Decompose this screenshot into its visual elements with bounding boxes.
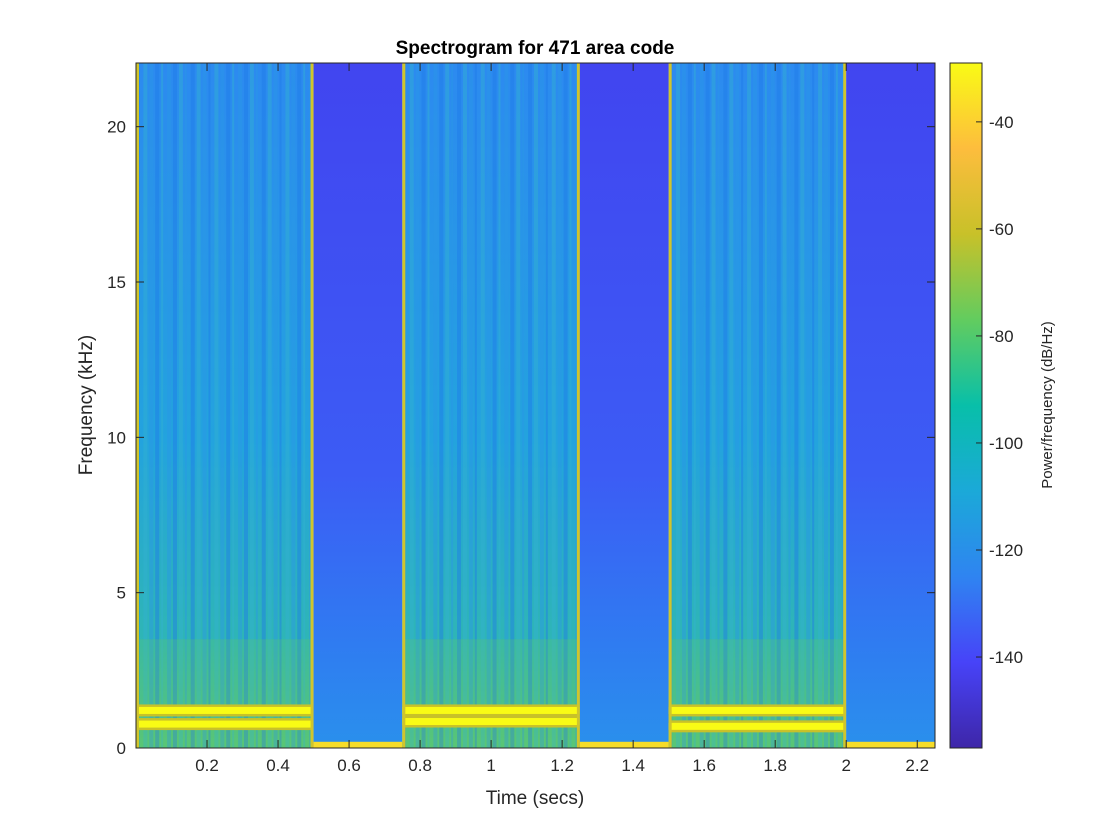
x-tick-label: 1.8	[763, 756, 787, 775]
colorbar-tick-label: -100	[989, 434, 1023, 453]
y-axis: 0 5 10 15 20	[107, 118, 935, 758]
colorbar-tick-label: -120	[989, 541, 1023, 560]
x-tick-label: 1.6	[692, 756, 716, 775]
x-tick-label: 1	[486, 756, 495, 775]
y-tick-label: 15	[107, 273, 126, 292]
x-axis-label: Time (secs)	[486, 788, 585, 809]
y-axis-label: Frequency (kHz)	[76, 335, 97, 475]
x-tick-label: 2.2	[905, 756, 929, 775]
colorbar-tick-label: -80	[989, 327, 1014, 346]
plot-area	[136, 63, 935, 748]
segment-silence	[313, 63, 403, 748]
segment-tone-4	[136, 63, 314, 748]
segment-tone-7	[402, 63, 580, 748]
y-tick-label: 0	[117, 739, 126, 758]
x-tick-label: 0.8	[408, 756, 432, 775]
segment-silence	[846, 63, 935, 748]
segment-silence	[579, 63, 669, 748]
colorbar-tick-label: -40	[989, 113, 1014, 132]
y-tick-label: 20	[107, 118, 126, 137]
x-tick-label: 0.2	[195, 756, 219, 775]
y-tick-label: 10	[107, 428, 126, 447]
segment-tone-1	[668, 63, 847, 748]
x-tick-label: 0.6	[337, 756, 361, 775]
plot-frame	[135, 62, 936, 749]
colorbar-axis: -40 -60 -80 -100 -120 -140	[976, 113, 1023, 667]
colorbar-tick-label: -140	[989, 648, 1023, 667]
x-tick-label: 2	[841, 756, 850, 775]
x-tick-label: 1.2	[550, 756, 574, 775]
y-tick-label: 5	[117, 584, 126, 603]
chart-title: Spectrogram for 471 area code	[396, 38, 675, 59]
colorbar-label: Power/frequency (dB/Hz)	[1039, 321, 1056, 489]
x-tick-label: 0.4	[266, 756, 290, 775]
colorbar-tick-label: -60	[989, 220, 1014, 239]
colorbar	[949, 62, 983, 749]
x-axis: 0.2 0.4 0.6 0.8 1 1.2 1.4 1.6 1.8 2 2.2	[195, 63, 929, 775]
x-tick-label: 1.4	[621, 756, 645, 775]
